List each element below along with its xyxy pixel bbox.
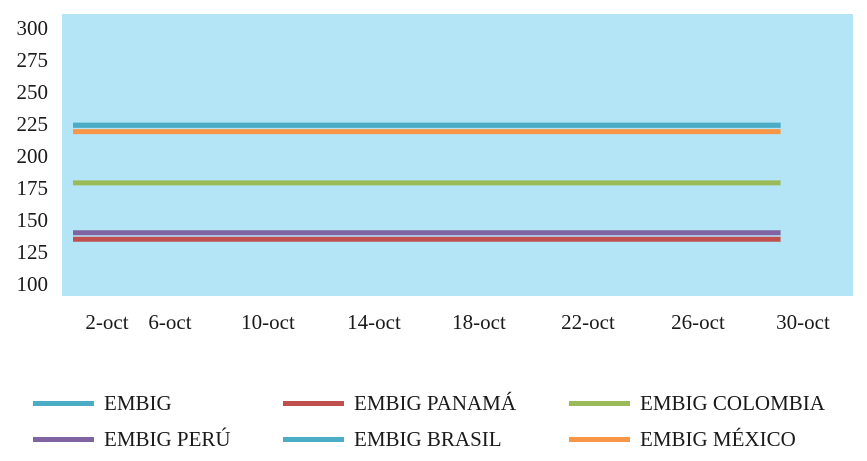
legend-item: EMBIG COLOMBIA <box>569 391 825 415</box>
x-tick-label: 22-oct <box>561 310 615 334</box>
y-tick-label: 200 <box>17 144 49 168</box>
y-tick-label: 300 <box>17 16 49 40</box>
y-tick-label: 125 <box>17 240 49 264</box>
y-axis-ticks: 300 275 250 225 200 175 150 125 100 <box>17 16 49 296</box>
x-tick-label: 2-oct <box>85 310 128 334</box>
legend-item: EMBIG <box>33 391 172 415</box>
x-tick-label: 10-oct <box>241 310 295 334</box>
legend-swatch <box>283 436 344 442</box>
legend-swatch <box>283 400 344 406</box>
x-tick-label: 30-oct <box>776 310 830 334</box>
x-tick-label: 18-oct <box>452 310 506 334</box>
plot-area <box>62 14 853 296</box>
legend-label: EMBIG COLOMBIA <box>640 391 825 415</box>
legend-swatch <box>569 400 630 406</box>
legend-label: EMBIG PANAMÁ <box>354 391 517 415</box>
y-tick-label: 225 <box>17 112 49 136</box>
y-tick-label: 250 <box>17 80 49 104</box>
legend-item: EMBIG PANAMÁ <box>283 391 516 415</box>
y-tick-label: 100 <box>17 272 49 296</box>
legend-swatch <box>33 400 94 406</box>
x-tick-label: 14-oct <box>347 310 401 334</box>
x-tick-label: 6-oct <box>148 310 191 334</box>
legend-item: EMBIG PERÚ <box>33 427 231 451</box>
legend-label: EMBIG MÉXICO <box>640 427 796 451</box>
y-tick-label: 175 <box>17 176 49 200</box>
x-tick-label: 26-oct <box>671 310 725 334</box>
legend-item: EMBIG BRASIL <box>283 427 502 451</box>
x-axis-ticks: 2-oct 6-oct 10-oct 14-oct 18-oct 22-oct 26-oct… <box>85 310 830 334</box>
y-tick-label: 275 <box>17 48 49 72</box>
legend-label: EMBIG BRASIL <box>354 427 502 451</box>
legend-label: EMBIG PERÚ <box>104 427 231 451</box>
chart-figure: 300 275 250 225 200 175 150 125 100 2-oct 6-oct 10… <box>17 14 853 451</box>
legend-item: EMBIG MÉXICO <box>569 427 796 451</box>
y-tick-label: 150 <box>17 208 49 232</box>
legend-label: EMBIG <box>104 391 172 415</box>
legend-swatch <box>33 436 94 442</box>
legend-swatch <box>569 436 630 442</box>
series-lines <box>73 122 781 242</box>
line-chart: 300 275 250 225 200 175 150 125 100 2-oct 6-oct 10… <box>17 14 853 334</box>
chart-legend: EMBIG EMBIG PANAMÁ EMBIG COLOMBIA EMBIG PER… <box>0 391 867 461</box>
